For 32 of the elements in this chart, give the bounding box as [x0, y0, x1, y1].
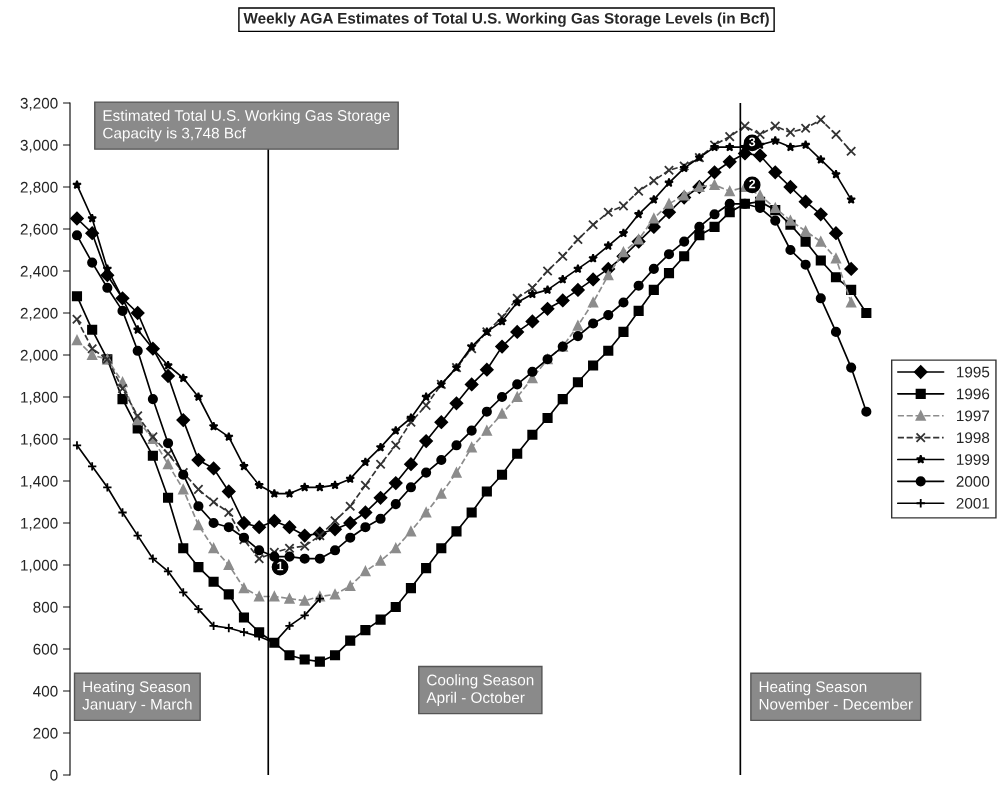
y-tick-label: 1,600 [21, 433, 58, 447]
annotation: 2 [749, 179, 756, 189]
y-tick-label: 1,200 [21, 517, 58, 531]
legend-label: 1996 [957, 388, 990, 400]
legend-label: 2000 [956, 476, 990, 487]
legend-label: 1997 [957, 410, 990, 422]
y-tick-label: 2,600 [20, 223, 58, 237]
y-tick-label: 200 [33, 727, 58, 739]
y-tick-label: 400 [33, 685, 58, 697]
y-tick-label: 1,000 [21, 559, 58, 573]
y-tick-label: 1,400 [21, 475, 58, 489]
annotation: Estimated Total U.S. Working Gas Storage Capacity is 3,748 Bcf [103, 109, 390, 142]
annotation: 1 [277, 561, 284, 571]
legend-label: 1995 [957, 366, 990, 378]
y-tick-label: 600 [33, 643, 58, 655]
y-tick-label: 2,200 [20, 307, 58, 321]
y-tick-label: 1,800 [21, 391, 58, 405]
y-tick-label: 3,200 [20, 97, 58, 111]
y-tick-label: 0 [50, 769, 58, 781]
y-tick-label: 2,400 [20, 265, 58, 279]
y-tick-label: 2,800 [20, 181, 58, 195]
annotation: Cooling Season April - October [426, 674, 534, 707]
annotation: Heating Season November - December [759, 680, 913, 710]
y-tick-label: 3,000 [20, 139, 58, 153]
legend-label: 1998 [957, 432, 990, 444]
annotation: Heating Season January - March [82, 680, 192, 713]
y-tick-label: 800 [33, 601, 58, 613]
legend-label: 1999 [957, 454, 990, 465]
annotation: 3 [748, 137, 756, 147]
chart-title: Weekly AGA Estimates of Total U.S. Working Gas Storage Levels (in Bcf) [243, 12, 769, 27]
legend-label: 2001 [956, 497, 990, 509]
y-tick-label: 2,000 [20, 349, 58, 363]
